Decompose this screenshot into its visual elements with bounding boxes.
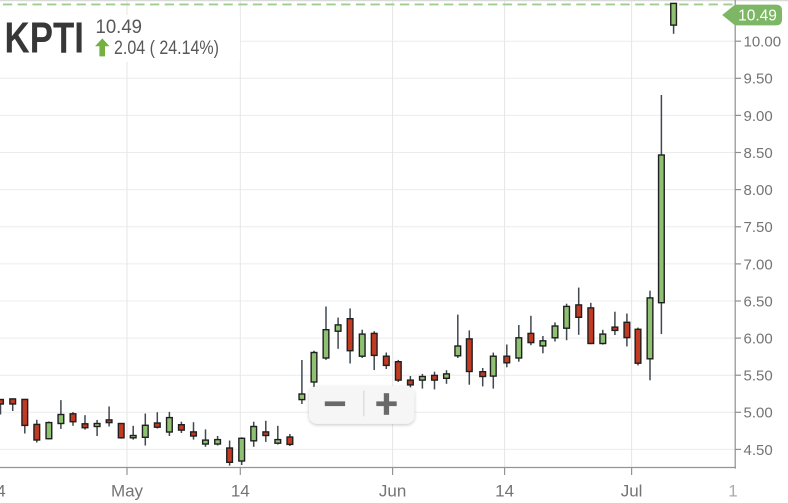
svg-text:May: May (111, 482, 144, 501)
svg-text:14: 14 (231, 482, 250, 501)
svg-text:7.00: 7.00 (744, 256, 773, 273)
svg-text:4: 4 (0, 482, 6, 501)
svg-text:4.50: 4.50 (744, 442, 773, 459)
svg-text:1: 1 (728, 482, 737, 501)
svg-text:10.49: 10.49 (96, 16, 143, 38)
svg-text:Jul: Jul (621, 482, 643, 501)
svg-text:6.50: 6.50 (744, 293, 773, 310)
svg-text:5.50: 5.50 (744, 368, 773, 385)
svg-text:Jun: Jun (379, 482, 406, 501)
svg-text:2.04 ( 24.14%): 2.04 ( 24.14%) (114, 37, 219, 59)
svg-text:6.00: 6.00 (744, 331, 773, 348)
svg-text:7.50: 7.50 (744, 219, 773, 236)
svg-text:10.00: 10.00 (744, 34, 782, 51)
svg-text:8.00: 8.00 (744, 182, 773, 199)
svg-text:14: 14 (495, 482, 514, 501)
svg-text:KPTI: KPTI (5, 14, 85, 63)
svg-text:8.50: 8.50 (744, 145, 773, 162)
svg-text:9.50: 9.50 (744, 71, 773, 88)
svg-text:10.49: 10.49 (738, 7, 777, 24)
svg-text:5.00: 5.00 (744, 405, 773, 422)
svg-text:9.00: 9.00 (744, 108, 773, 125)
